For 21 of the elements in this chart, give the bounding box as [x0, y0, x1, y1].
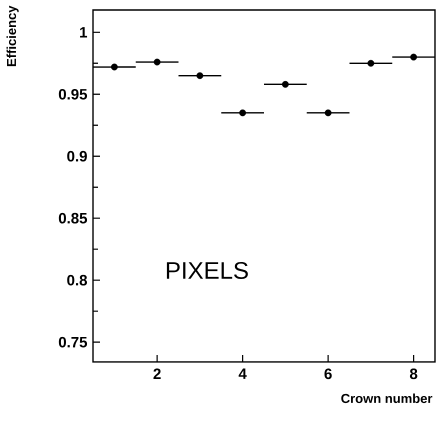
point [324, 109, 332, 116]
point [110, 64, 118, 70]
y-tick-label: 1 [80, 27, 88, 38]
annotation: PIXELS [166, 262, 248, 279]
x-tick-label: 8 [410, 368, 418, 380]
point [154, 58, 161, 66]
y-tick-label: 0.75 [58, 336, 88, 348]
x-tick-label: 2 [153, 368, 161, 379]
point [196, 72, 204, 80]
point [367, 60, 374, 67]
y-axis-title: Efficiency [6, 6, 19, 66]
x-axis-title: Crown number [341, 394, 432, 404]
y-tick-label: 0.8 [67, 274, 88, 286]
y-tick-label: 0.85 [58, 212, 88, 224]
x-tick-label: 4 [238, 368, 247, 379]
y-tick-label: 0.9 [67, 150, 87, 162]
point [282, 80, 289, 88]
point [239, 109, 246, 116]
x-tick-label: 6 [324, 368, 332, 380]
y-tick-label: 0.95 [58, 88, 88, 100]
point [410, 54, 418, 60]
